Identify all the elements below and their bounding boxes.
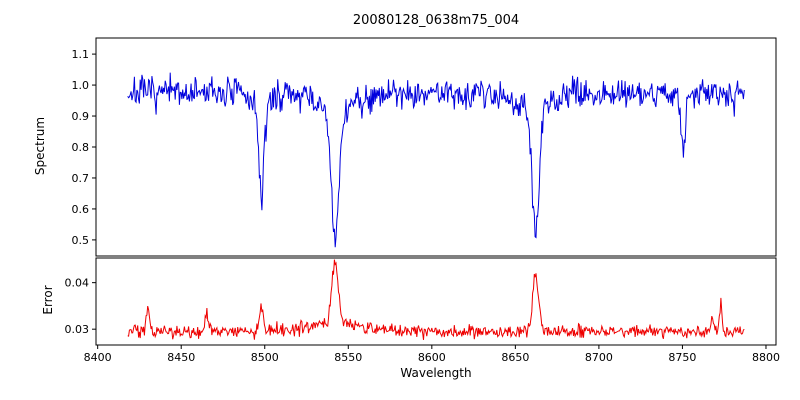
x-tick-label: 8400 (84, 351, 112, 364)
error-y-tick-label: 0.03 (65, 323, 90, 336)
spectrum-panel-border (95, 37, 777, 257)
x-axis-label: Wavelength (400, 366, 472, 380)
spectrum-y-tick-label: 0.5 (72, 234, 90, 247)
spectrum-line (127, 72, 745, 248)
spectrum-y-tick-label: 0.9 (72, 110, 90, 123)
x-tick-label: 8500 (251, 351, 279, 364)
error-line (127, 259, 745, 340)
error-panel-border (95, 257, 777, 346)
spectrum-y-tick-label: 1.1 (72, 48, 90, 61)
spectrum-y-tick-label: 0.7 (72, 172, 90, 185)
x-tick-label: 8450 (167, 351, 195, 364)
chart-title: 20080128_0638m75_004 (352, 13, 520, 28)
x-tick-label: 8550 (334, 351, 362, 364)
error-y-tick-label: 0.04 (65, 277, 90, 290)
x-tick-label: 8700 (585, 351, 613, 364)
spectrum-y-tick-label: 1.0 (72, 79, 90, 92)
x-tick-label: 8750 (668, 351, 696, 364)
spectrum-y-tick-label: 0.8 (72, 141, 90, 154)
x-tick-label: 8650 (501, 351, 529, 364)
spectrum-y-tick-label: 0.6 (72, 203, 90, 216)
x-tick-label: 8800 (752, 351, 780, 364)
x-tick-label: 8600 (418, 351, 446, 364)
